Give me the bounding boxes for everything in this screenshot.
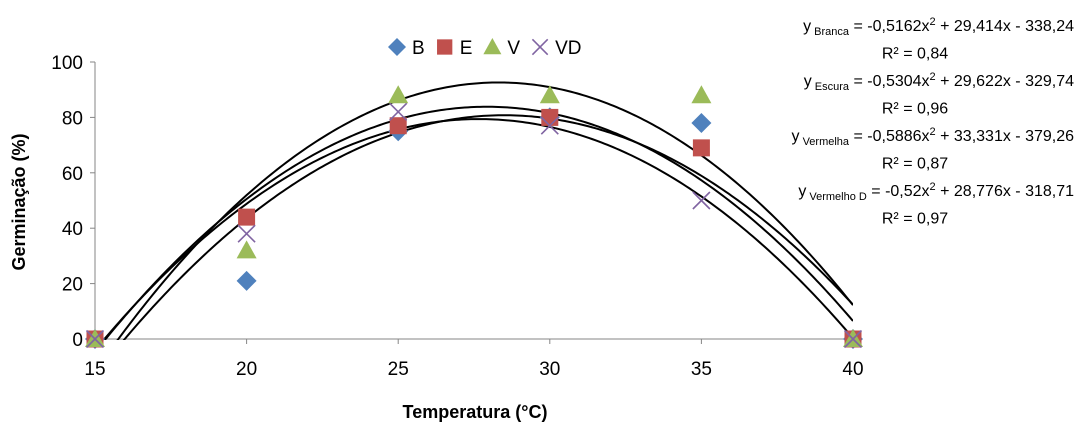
legend-marker-v: [483, 38, 502, 55]
trendline-b: [122, 114, 853, 340]
legend-marker-b: [388, 38, 406, 56]
x-tick-label: 30: [539, 359, 560, 380]
x-tick-label: 40: [842, 359, 863, 380]
y-axis-title: Germinação (%): [9, 133, 29, 270]
equation-vd: y Vermelho D = -0,52x2 + 28,776x - 318,7…: [798, 181, 1074, 203]
legend-marker-e: [437, 39, 453, 55]
x-tick-label: 25: [388, 359, 409, 380]
y-tick-label: 0: [72, 330, 83, 351]
data-point-e: [238, 208, 256, 226]
data-point-vd: [692, 191, 711, 210]
legend-label: V: [507, 38, 520, 59]
data-point-e: [389, 117, 407, 135]
y-tick-label: 20: [62, 275, 83, 296]
data-point-b: [236, 270, 257, 291]
legend-label: VD: [555, 38, 581, 59]
data-point-vd: [843, 329, 863, 349]
data-point-v: [691, 85, 712, 104]
data-point-v: [539, 85, 560, 104]
r-squared-b: R² = 0,84: [882, 46, 948, 63]
legend-marker-vd: [531, 38, 549, 56]
equation-e: y Escura = -0,5304x2 + 29,622x - 329,74: [804, 71, 1074, 93]
x-tick-label: 20: [236, 359, 257, 380]
data-point-e: [541, 108, 559, 126]
data-point-vd: [85, 329, 105, 349]
r-squared-v: R² = 0,87: [882, 156, 948, 173]
x-axis-title: Temperatura (°C): [403, 402, 548, 422]
r-squared-vd: R² = 0,97: [882, 211, 948, 228]
data-point-vd: [237, 224, 256, 243]
data-point-v: [388, 85, 409, 104]
trendline-equations: y Branca = -0,5162x2 + 29,414x - 338,24 R…: [792, 16, 1075, 228]
x-tick-label: 15: [84, 359, 105, 380]
data-point-vd: [540, 116, 559, 135]
equation-v: y Vermelha = -0,5886x2 + 33,331x - 379,2…: [792, 126, 1075, 148]
trendline-v: [116, 81, 853, 340]
legend-label: B: [412, 38, 425, 59]
y-tick-label: 60: [62, 164, 83, 185]
data-point-e: [692, 139, 710, 157]
data-point-v: [236, 240, 257, 259]
y-tick-label: 80: [62, 108, 83, 129]
equation-b: y Branca = -0,5162x2 + 29,414x - 338,24: [803, 16, 1074, 38]
data-point-vd: [389, 102, 408, 121]
trendline-vd: [102, 118, 853, 340]
y-tick-label: 40: [62, 219, 83, 240]
x-tick-label: 35: [691, 359, 712, 380]
data-points: [85, 85, 863, 349]
y-tick-label: 100: [51, 53, 83, 74]
r-squared-e: R² = 0,96: [882, 101, 948, 118]
legend: B E V VD: [388, 38, 581, 59]
data-point-b: [691, 112, 712, 133]
trendline-e: [103, 105, 853, 340]
legend-label: E: [460, 38, 473, 59]
axes: 0 20 40 60 80 100 15 20 25 30 35 40: [51, 53, 863, 380]
trendlines: [102, 81, 853, 340]
